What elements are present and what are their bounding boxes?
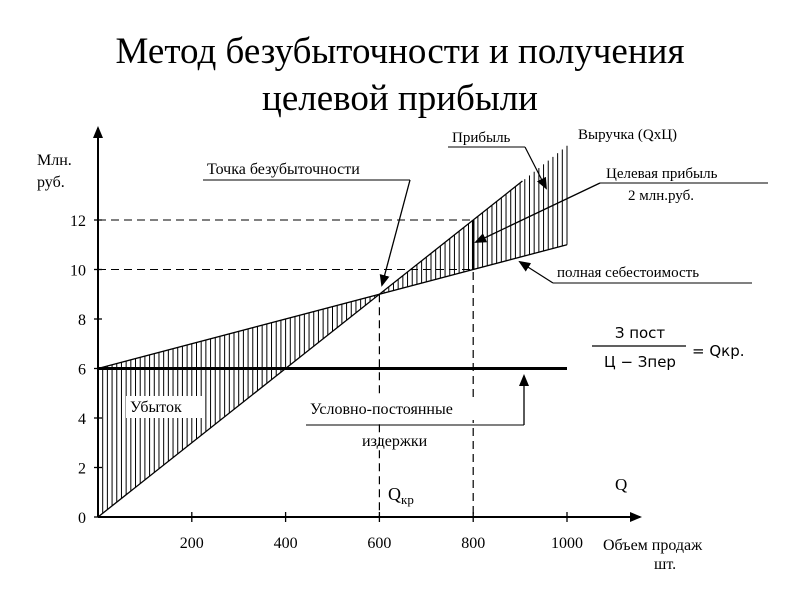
q-critical-letter: Q xyxy=(388,484,401,504)
loss-label: Убыток xyxy=(130,399,182,416)
x-tick-label: 600 xyxy=(367,535,391,552)
break-even-pointer xyxy=(379,179,411,287)
title-line-1: Метод безубыточности и получения xyxy=(115,31,685,72)
target-profit-label-2: 2 млн.руб. xyxy=(628,188,694,204)
fixed-costs-label-2: издержки xyxy=(362,433,428,450)
loss-label-bg xyxy=(126,396,204,418)
q-critical-label: Qкр xyxy=(388,484,414,507)
formula-denominator: Ц − Зпер xyxy=(604,353,676,371)
y-tick-label: 12 xyxy=(70,213,86,230)
target-profit-label-1: Целевая прибыль xyxy=(606,166,718,182)
y-tick-label: 10 xyxy=(70,263,86,280)
break-even-label: Точка безубыточности xyxy=(207,161,360,178)
x-axis-label-line2: шт. xyxy=(654,556,676,573)
y-axis-label-line2: руб. xyxy=(37,174,65,191)
q-critical-subscript: кр xyxy=(401,492,414,507)
series-lines xyxy=(97,180,568,518)
y-tick-label: 8 xyxy=(78,312,86,329)
slide-title: Метод безубыточности и получения целевой… xyxy=(0,28,800,122)
revenue-label: Выручка (QxЦ) xyxy=(578,127,677,143)
y-tick-label: 0 xyxy=(78,510,86,527)
annotations: Точка безубыточности Прибыль Выручка (Qx… xyxy=(126,127,768,507)
full-cost-label: полная себестоимость xyxy=(557,265,699,281)
x-axis-letter: Q xyxy=(615,475,627,494)
x-tick-label: 400 xyxy=(274,535,298,552)
x-axis-label-line1: Объем продаж xyxy=(603,537,703,554)
x-tick-label: 1000 xyxy=(551,535,583,552)
y-axis-label-line1: Млн. xyxy=(37,152,72,169)
x-tick-label: 800 xyxy=(461,535,485,552)
y-tick-label: 6 xyxy=(78,362,86,379)
axes xyxy=(93,126,642,522)
fixed-label-bg xyxy=(306,398,502,420)
y-tick-label: 4 xyxy=(78,411,86,428)
title-line-2: целевой прибыли xyxy=(262,78,538,119)
full-cost-line xyxy=(97,244,568,370)
revenue-line xyxy=(97,180,523,518)
profit-label: Прибыль xyxy=(452,130,511,146)
y-tick-label: 2 xyxy=(78,461,86,478)
x-tick-label: 200 xyxy=(180,535,204,552)
axis-ticks: 200 400 600 800 1000 0 2 4 6 8 10 12 xyxy=(70,213,583,552)
profit-pointer xyxy=(524,146,547,190)
full-cost-pointer xyxy=(518,260,554,284)
fixed-costs-label-1: Условно-постоянные xyxy=(310,401,453,418)
target-profit-pointer xyxy=(474,182,601,243)
formula-numerator: З пост xyxy=(615,324,666,342)
formula-result: = Qкр. xyxy=(692,342,745,360)
break-even-formula: З пост Ц − Зпер = Qкр. xyxy=(592,324,745,371)
